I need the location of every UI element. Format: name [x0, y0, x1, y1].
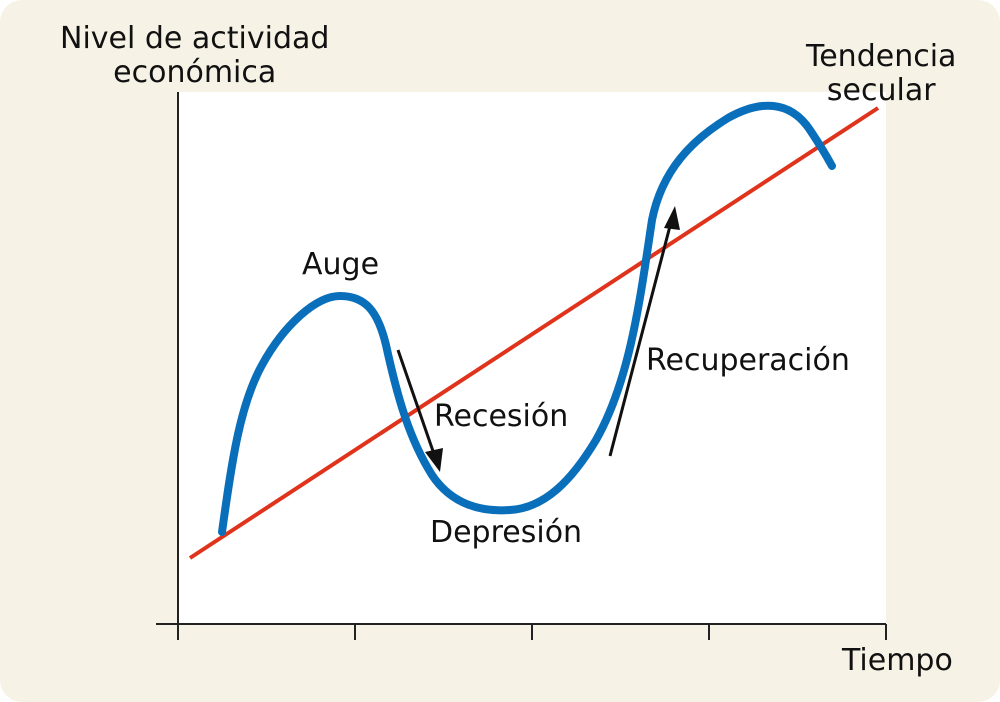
recession-arrow [396, 349, 436, 455]
recovery-arrow-head [664, 206, 680, 230]
secular-trend-line [188, 106, 880, 560]
x-axis-label: Tiempo [842, 643, 953, 678]
y-axis-label: Nivel de actividad económica [60, 22, 329, 90]
y-axis-label-line2: económica [113, 55, 277, 90]
recovery-arrow [608, 225, 672, 457]
y-axis-label-line1: Nivel de actividad [60, 21, 330, 56]
trend-label: Tendencia secular [806, 40, 956, 108]
recession-arrow-head [425, 448, 443, 472]
phase-label-recession: Recesión [434, 399, 569, 434]
trend-label-line2: secular [826, 73, 936, 108]
trend-label-line1: Tendencia [806, 39, 957, 74]
phase-label-depression: Depresión [430, 515, 583, 550]
business-cycle-curve [218, 101, 836, 536]
phase-label-recovery: Recuperación [646, 343, 850, 378]
phase-label-boom: Auge [302, 247, 380, 282]
